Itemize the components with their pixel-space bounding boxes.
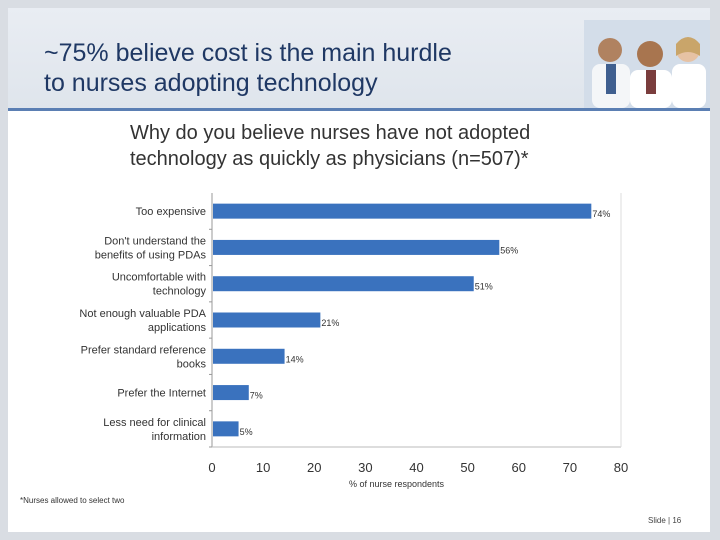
doctors-photo — [584, 20, 710, 108]
category-label: Not enough valuable PDA applications — [79, 308, 206, 334]
x-tick-label: 30 — [358, 460, 372, 475]
x-tick-label: 10 — [256, 460, 270, 475]
x-tick-label: 40 — [409, 460, 423, 475]
bar — [213, 276, 474, 292]
bar-value-label: 74% — [592, 209, 610, 219]
bar-value-label: 14% — [286, 354, 304, 364]
category-label: Don't understand the benefits of using PD… — [95, 235, 207, 261]
x-tick-label: 60 — [512, 460, 526, 475]
slide-number: Slide | 16 — [648, 516, 682, 525]
bar-value-label: 56% — [500, 245, 518, 255]
bar — [213, 312, 321, 328]
footnote: *Nurses allowed to select two — [20, 496, 125, 505]
slide-title-line: ~75% believe cost is the main hurdle — [44, 39, 452, 67]
slide: ~75% believe cost is the main hurdle to … — [8, 8, 710, 532]
bar — [213, 348, 285, 364]
x-tick-label: 70 — [563, 460, 577, 475]
category-label: Too expensive — [136, 206, 206, 218]
bar — [213, 203, 592, 219]
survey-question-line: technology as quickly as physicians (n=5… — [130, 148, 529, 170]
category-label: Prefer the Internet — [117, 388, 206, 400]
bar-value-label: 51% — [475, 282, 493, 292]
slide-title-line: to nurses adopting technology — [44, 69, 378, 97]
bar — [213, 239, 500, 255]
bar — [213, 385, 249, 401]
x-axis-title: % of nurse respondents — [349, 479, 445, 489]
bar-value-label: 21% — [321, 318, 339, 328]
header-divider — [8, 108, 710, 111]
category-label: Uncomfortable with technology — [112, 272, 207, 298]
bar-value-label: 7% — [250, 391, 263, 401]
slide-title: ~75% believe cost is the main hurdle to … — [44, 38, 584, 98]
category-label: Prefer standard reference books — [81, 344, 207, 370]
x-tick-label: 80 — [614, 460, 628, 475]
bar — [213, 421, 239, 437]
survey-question-line: Why do you believe nurses have not adopt… — [130, 122, 531, 144]
survey-question: Why do you believe nurses have not adopt… — [130, 120, 670, 172]
x-tick-label: 0 — [208, 460, 215, 475]
x-tick-label: 50 — [460, 460, 474, 475]
x-tick-label: 20 — [307, 460, 321, 475]
category-label: Less need for clinical information — [103, 417, 206, 443]
bar-value-label: 5% — [240, 427, 253, 437]
